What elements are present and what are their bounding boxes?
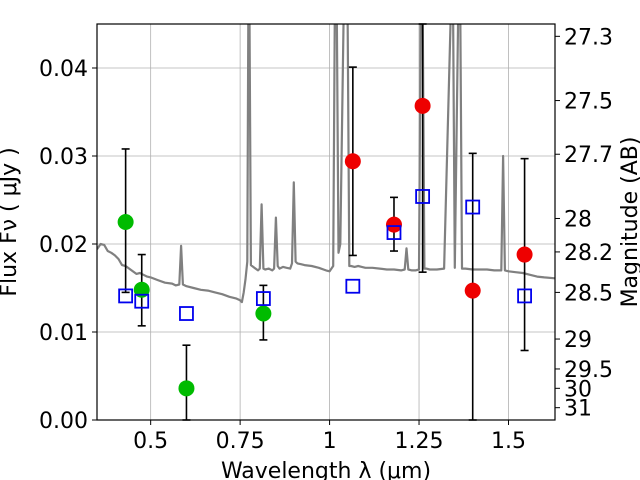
y-tick-label: 0.00 <box>39 409 88 434</box>
blue-model-square <box>517 288 532 304</box>
y-tick-label: 0.02 <box>39 233 88 258</box>
error-bars-layer <box>121 23 529 421</box>
right-tick-label: 27.5 <box>564 90 613 115</box>
model-spectrum-line <box>97 24 555 304</box>
right-tick-label: 30 <box>564 377 592 402</box>
blue-model-square <box>134 293 150 309</box>
plot-frame <box>96 23 556 421</box>
green-data-point <box>133 281 150 298</box>
red-data-point <box>344 153 361 170</box>
blue-model-square <box>386 225 402 240</box>
model-spectrum-layer <box>97 24 555 304</box>
right-tick-label: 29.5 <box>564 358 613 383</box>
green-data-point <box>255 305 272 322</box>
blue-model-square <box>255 291 271 306</box>
x-tick-label: 0.5 <box>133 429 168 454</box>
right-tick-label: 27.7 <box>564 143 613 168</box>
blue-model-square <box>179 306 194 321</box>
blue-model-square <box>415 189 431 204</box>
right-tick-label: 27.3 <box>564 25 613 50</box>
red-data-point <box>414 97 431 114</box>
green-data-point <box>178 380 195 397</box>
y-tick-label: 0.03 <box>39 145 88 170</box>
right-tick-label: 29 <box>564 328 592 353</box>
x-tick-label: 1.5 <box>491 429 526 454</box>
right-axis-label: Magnitude (AB) <box>618 137 640 308</box>
y-axis-label: Flux Fν ( μJy ) <box>0 147 22 296</box>
grid <box>97 24 555 421</box>
right-tick-label: 28.2 <box>564 241 613 266</box>
red-data-point <box>516 246 533 263</box>
x-tick-label: 0.75 <box>216 429 265 454</box>
green-data-point <box>117 214 134 230</box>
x-axis-label: Wavelength λ (μm) <box>221 459 431 480</box>
x-tick-label: 1.25 <box>395 429 444 454</box>
x-tick-label: 1 <box>323 429 337 454</box>
blue-model-square <box>345 278 361 294</box>
blue-model-square <box>465 199 481 215</box>
red-data-point <box>464 282 481 299</box>
markers-layer <box>117 97 533 397</box>
ticks-layer: 0.5 0.75 1 1.25 1.5 0.00 0.01 0.02 0.03 0.04 27.3 2… <box>39 25 613 454</box>
right-tick-label: 28.5 <box>564 281 613 306</box>
y-tick-label: 0.04 <box>39 57 88 82</box>
y-tick-label: 0.01 <box>39 321 88 346</box>
right-tick-label: 31 <box>564 397 592 422</box>
red-data-point <box>385 216 402 233</box>
blue-model-square <box>118 288 134 304</box>
right-tick-label: 28 <box>564 207 592 232</box>
